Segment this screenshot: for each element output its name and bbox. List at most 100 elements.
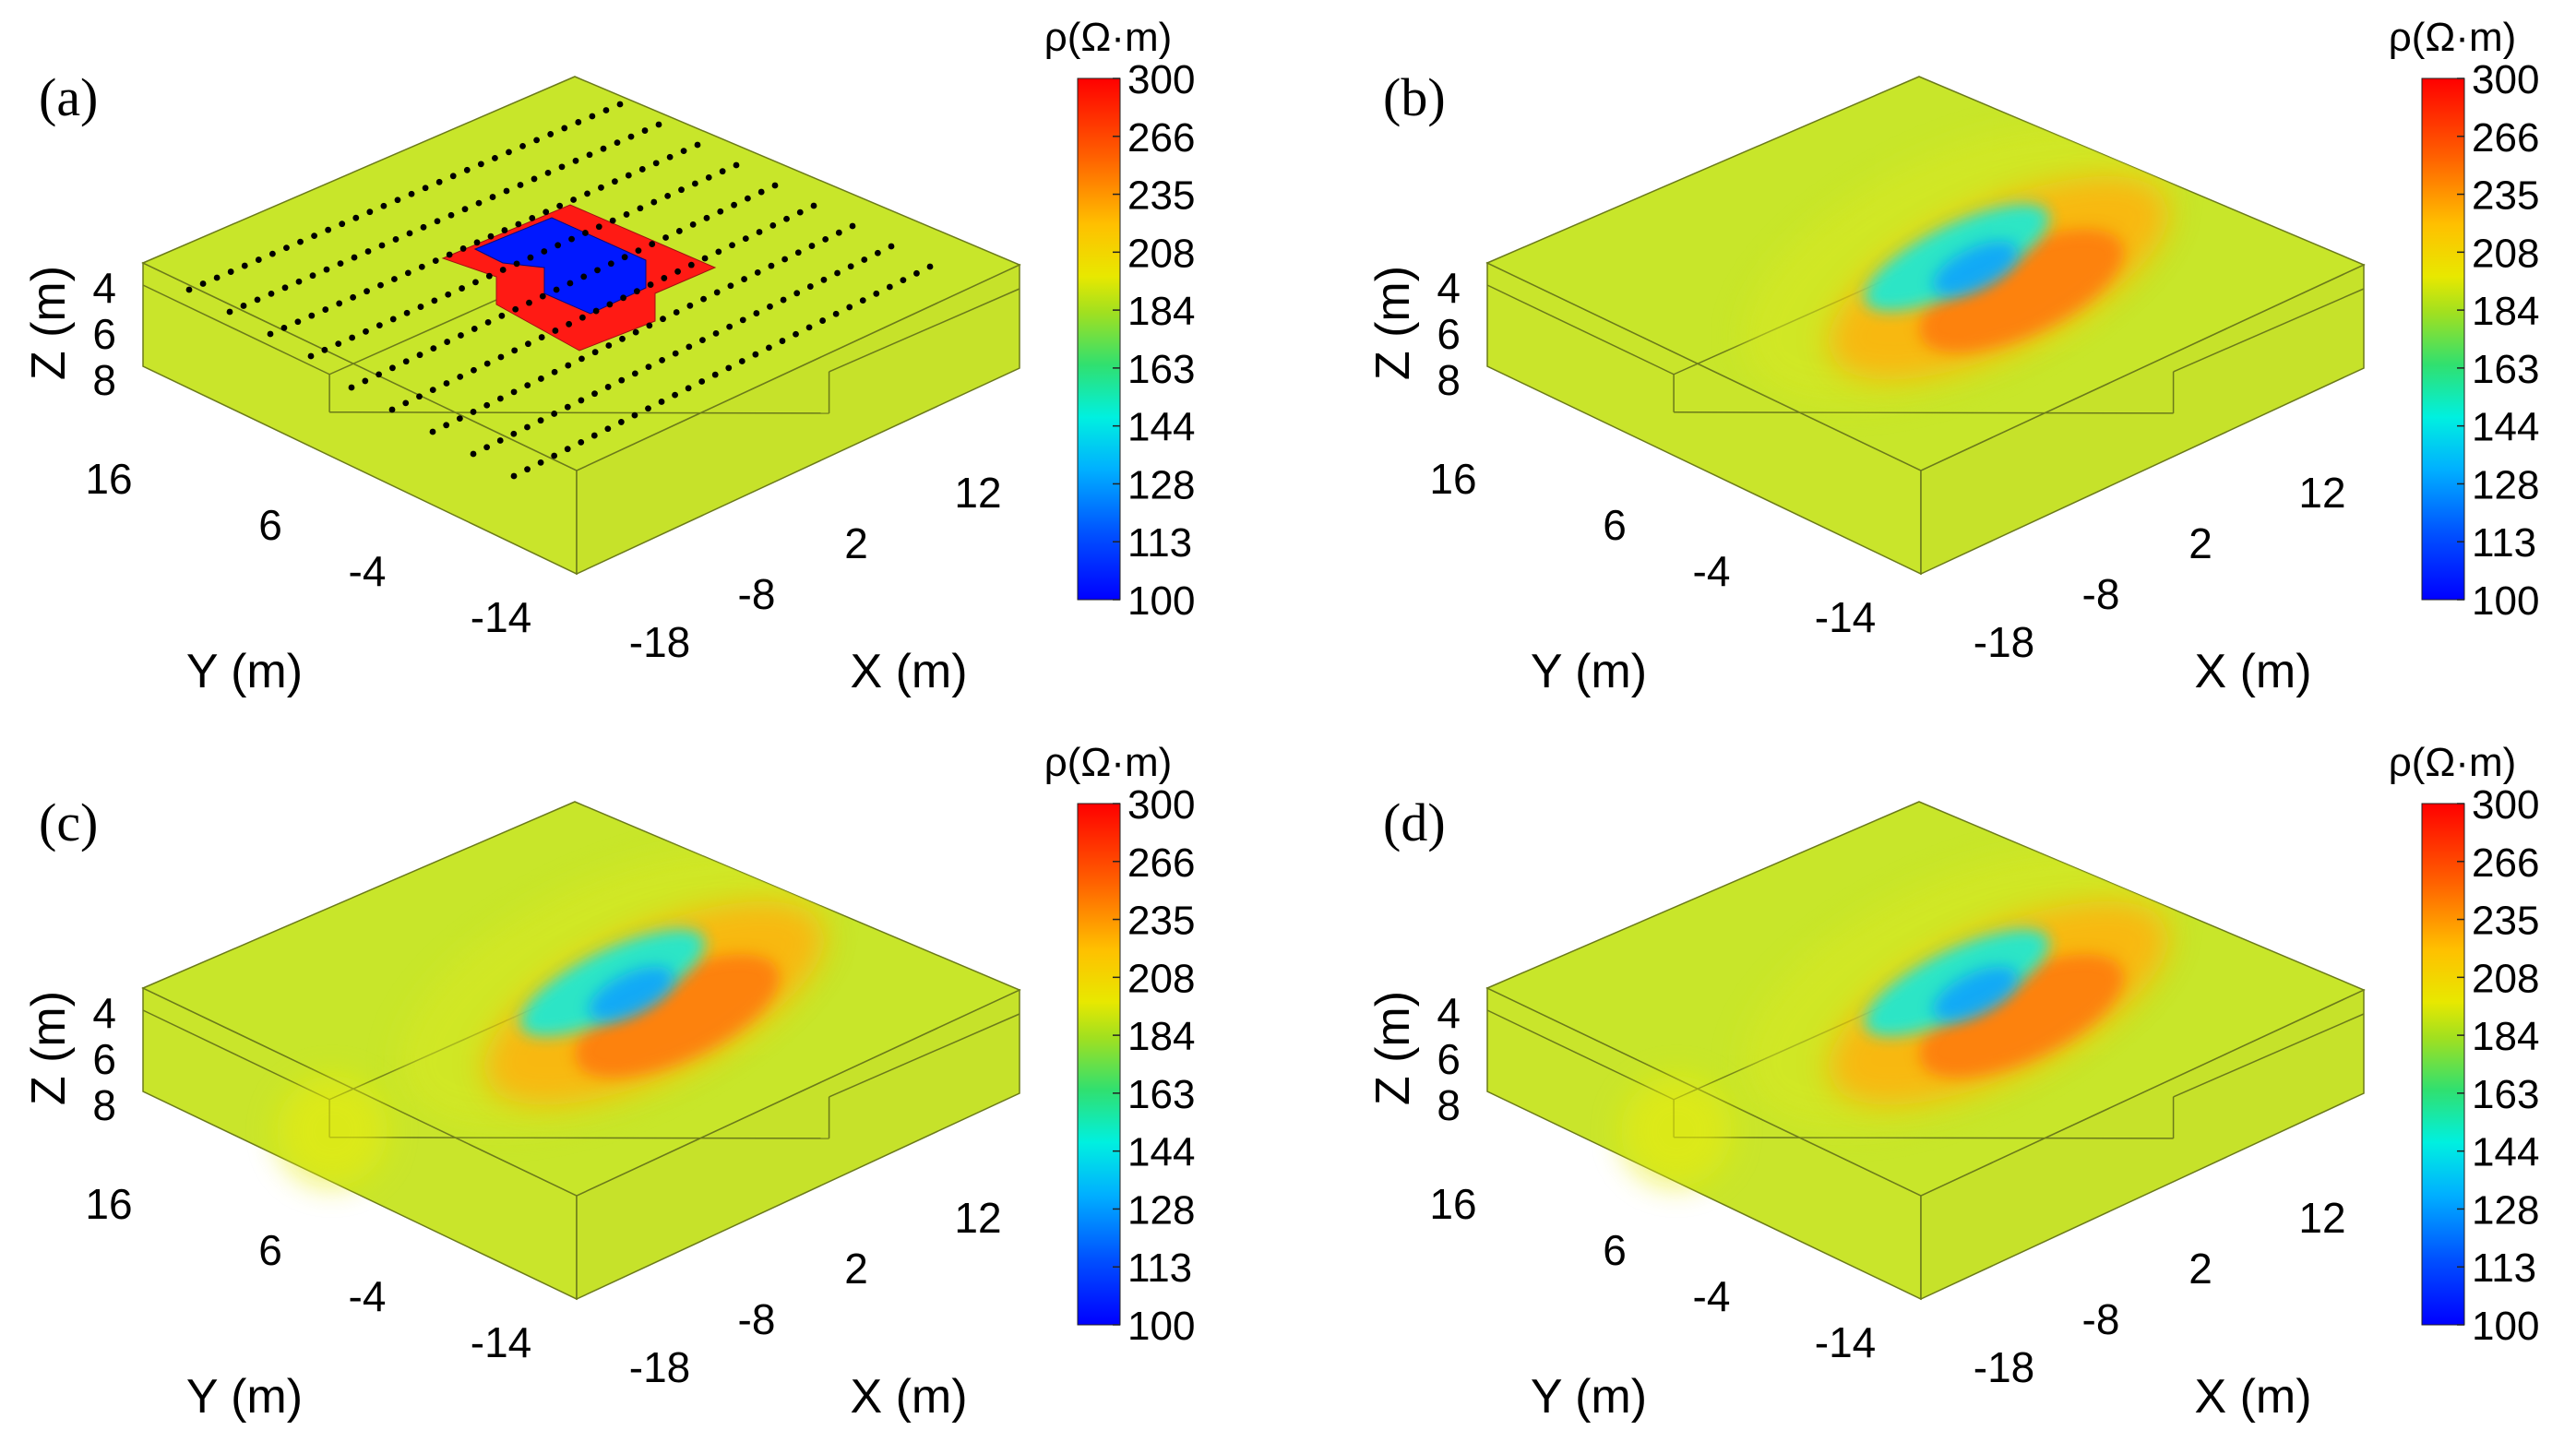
electrode: [503, 187, 510, 195]
electrode: [783, 215, 790, 222]
electrode: [711, 371, 719, 378]
electrode: [350, 293, 357, 301]
colorbar-tick-label: 300: [1127, 57, 1195, 102]
section-line: [1486, 1009, 1675, 1101]
electrode: [578, 314, 586, 321]
electrode: [717, 208, 724, 215]
z-tick-label: 8: [1437, 356, 1461, 404]
electrode: [686, 302, 694, 309]
electrode: [886, 283, 893, 291]
electrode: [388, 406, 396, 413]
side-anomaly-ghost: [1621, 1076, 1732, 1186]
core-blue: [1933, 966, 2018, 1021]
colorbar: 300 266 235 208 184 163 144 128 113 100 ρ(Ω·m): [2389, 15, 2540, 624]
y-axis-title: Y (m): [186, 1370, 303, 1424]
inversion-top-anomaly: [399, 850, 828, 1130]
electrode: [525, 340, 531, 348]
electrode: [489, 194, 496, 200]
electrode: [435, 178, 443, 185]
electrode: [541, 248, 548, 255]
electrode: [311, 232, 317, 240]
electrode: [766, 344, 772, 352]
electrode: [633, 288, 640, 295]
x-tick-label: 2: [844, 1245, 868, 1293]
electrode: [431, 297, 438, 304]
electrode: [757, 188, 765, 196]
electrode: [443, 380, 450, 387]
colorbar-tick-label: 113: [2472, 1245, 2536, 1291]
electrode: [268, 250, 276, 257]
panel-label: (d): [1383, 793, 1446, 852]
survey-line: [267, 141, 701, 338]
electrode: [553, 286, 560, 293]
colorbar-tick-label: 184: [1127, 1014, 1195, 1059]
colorbar-tick-label: 128: [2472, 1187, 2539, 1233]
electrode: [241, 262, 248, 269]
electrode: [713, 289, 721, 296]
colorbar-tick-label: 235: [1127, 173, 1195, 219]
colorbar-tick-label: 300: [2472, 57, 2539, 102]
electrode: [719, 168, 726, 175]
z-tick-label: 4: [1437, 264, 1461, 312]
electrode: [739, 316, 746, 324]
electrode: [649, 241, 656, 247]
x-axis-title: X (m): [2194, 1370, 2311, 1424]
inversion-top-anomaly: [1743, 850, 2172, 1130]
electrode: [900, 277, 907, 284]
electrode: [566, 320, 573, 328]
electrode: [832, 310, 840, 317]
z-axis-title: Z (m): [1366, 991, 1420, 1105]
electrode: [551, 368, 558, 375]
electrode: [517, 182, 524, 188]
electrode: [572, 157, 579, 164]
y-tick-label: -14: [1815, 1318, 1876, 1366]
section-line: [829, 1013, 1020, 1098]
electrode: [602, 107, 610, 113]
electrode: [733, 161, 740, 169]
colorbar-tick-label: 184: [2472, 289, 2539, 334]
electrode: [496, 395, 504, 402]
electrode: [459, 245, 467, 252]
electrode: [364, 248, 372, 255]
side-anomaly-ghost: [277, 1076, 388, 1186]
electrode: [457, 373, 464, 380]
electrode: [705, 173, 712, 181]
colorbar-tick-label: 163: [1127, 1072, 1195, 1117]
electrode: [255, 256, 262, 263]
electrode: [660, 316, 666, 323]
colorbar-tick-label: 113: [1127, 1245, 1192, 1291]
survey-line: [429, 222, 856, 435]
inversion-top-anomaly: [1743, 125, 2172, 405]
survey-line: [510, 263, 934, 480]
x-tick-label: 2: [844, 519, 868, 567]
colorbar-gradient: [2421, 803, 2465, 1326]
electrode: [501, 227, 508, 233]
electrode: [377, 281, 384, 289]
electrode: [477, 161, 484, 168]
survey-line: [226, 121, 662, 316]
colorbar-tick-label: 266: [2472, 840, 2539, 886]
electrode: [769, 221, 777, 229]
electrode: [594, 267, 601, 274]
electrode: [578, 397, 585, 404]
electrode: [459, 285, 465, 292]
electrode: [756, 229, 763, 235]
electrode: [475, 199, 483, 207]
electrode: [446, 251, 453, 258]
electrode: [556, 202, 564, 209]
electrode: [470, 450, 477, 458]
panel-label: (a): [39, 67, 98, 127]
colorbar-tick-label: 128: [1127, 462, 1195, 507]
electrode: [443, 422, 450, 429]
electrode: [430, 345, 437, 352]
electrode: [322, 306, 329, 313]
electrode: [659, 356, 665, 364]
colorbar-tick-label: 208: [2472, 956, 2539, 1001]
colorbar-tick-label: 144: [1127, 405, 1195, 450]
colorbar-title: ρ(Ω·m): [1044, 740, 1173, 785]
electrode: [351, 254, 358, 261]
electrode: [873, 290, 880, 297]
colorbar-tick-label: 235: [2472, 173, 2539, 219]
